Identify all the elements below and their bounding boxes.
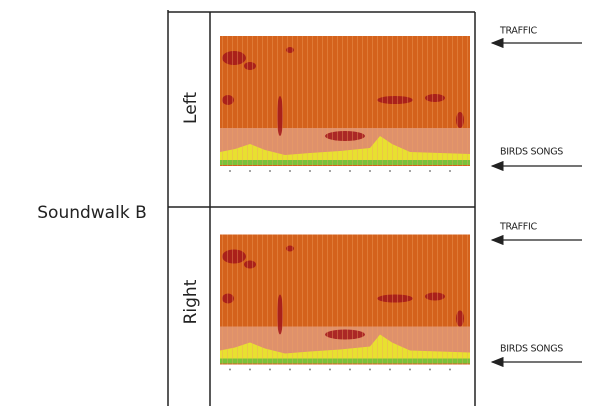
channel-label: Left <box>181 92 201 124</box>
channel-label: Right <box>181 279 201 324</box>
annotation: TRAFFIC <box>499 222 537 233</box>
figure: Soundwalk B Left Right TRAFFIC BIRDS SON… <box>0 0 596 406</box>
spectrogram <box>220 235 470 371</box>
annotation: BIRDS SONGS <box>500 344 563 355</box>
arrows <box>492 43 582 362</box>
soundwalk-label: Soundwalk B <box>37 203 147 223</box>
spectrogram <box>220 36 470 172</box>
annotation: BIRDS SONGS <box>500 147 563 158</box>
annotation: TRAFFIC <box>499 26 537 37</box>
